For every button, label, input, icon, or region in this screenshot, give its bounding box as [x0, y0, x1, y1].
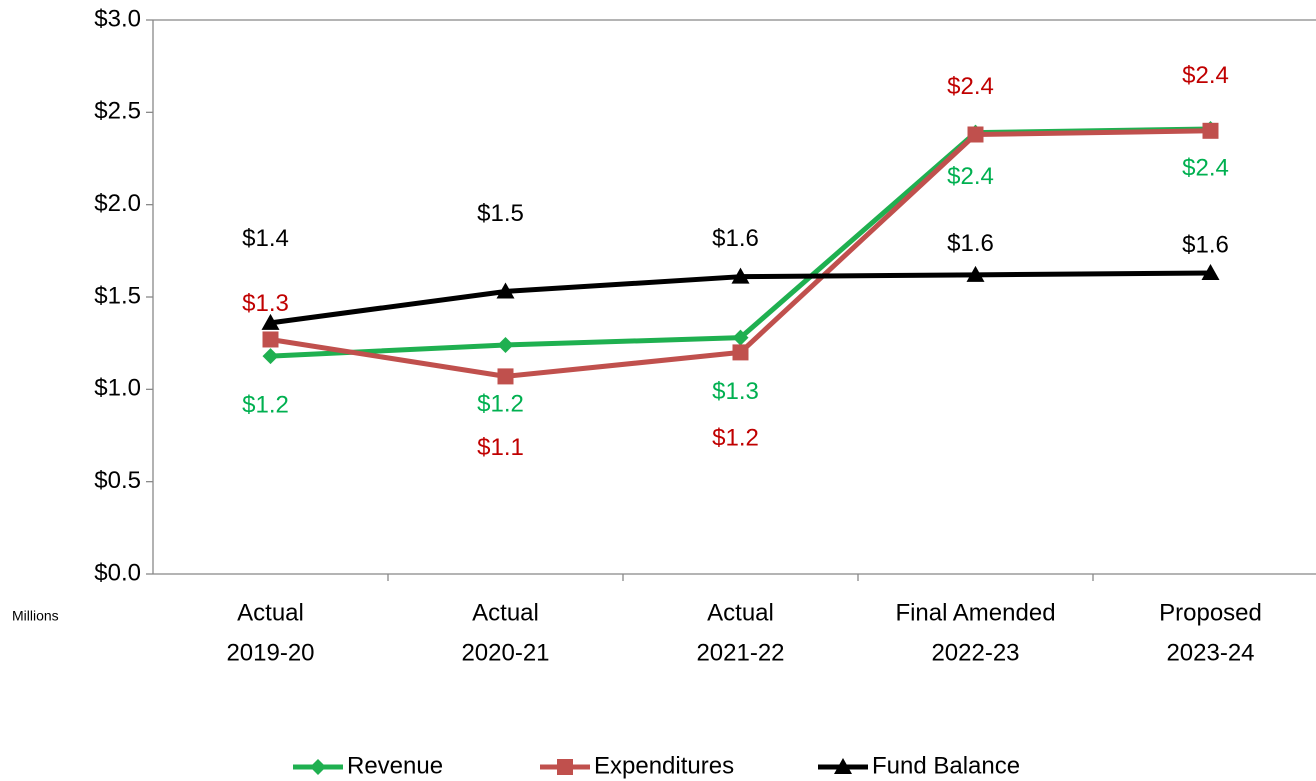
y-axis-unit: Millions — [12, 608, 59, 624]
data-point — [732, 329, 749, 346]
x-tick-label: Proposed — [1159, 599, 1262, 626]
legend-label: Revenue — [347, 752, 443, 779]
x-tick-label: 2019-20 — [226, 639, 314, 666]
x-tick-label: Final Amended — [895, 599, 1055, 626]
data-label: $1.6 — [947, 230, 994, 257]
data-point — [262, 348, 279, 365]
legend-marker — [834, 758, 852, 774]
y-tick-label: $3.0 — [94, 5, 141, 32]
legend-label: Fund Balance — [872, 752, 1020, 779]
y-tick-label: $0.5 — [94, 467, 141, 494]
y-tick-label: $1.5 — [94, 282, 141, 309]
y-tick-label: $2.5 — [94, 98, 141, 125]
data-label: $1.2 — [477, 390, 524, 417]
legend-label: Expenditures — [594, 752, 734, 779]
data-label: $1.2 — [242, 391, 289, 418]
data-label: $1.6 — [1182, 231, 1229, 258]
data-point — [967, 126, 984, 143]
legend-marker — [557, 759, 573, 775]
x-tick-label: Actual — [237, 599, 304, 626]
data-point — [1201, 263, 1220, 280]
data-point — [1202, 122, 1219, 139]
data-point — [966, 265, 985, 282]
legend-marker — [310, 759, 326, 775]
x-tick-label: 2023-24 — [1166, 639, 1254, 666]
y-tick-label: $2.0 — [94, 190, 141, 217]
x-tick-label: 2022-23 — [931, 639, 1019, 666]
data-label: $1.3 — [242, 290, 289, 317]
data-label: $2.4 — [1182, 154, 1229, 181]
data-point — [497, 368, 514, 385]
x-tick-label: 2021-22 — [696, 639, 784, 666]
data-point — [261, 313, 280, 330]
data-label: $1.2 — [712, 425, 759, 452]
data-label: $2.4 — [947, 163, 994, 190]
data-label: $1.4 — [242, 225, 289, 252]
y-tick-label: $1.0 — [94, 375, 141, 402]
data-label: $2.4 — [1182, 62, 1229, 89]
data-label: $1.6 — [712, 225, 759, 252]
data-point — [731, 267, 750, 284]
data-point — [496, 282, 515, 299]
data-point — [732, 344, 749, 361]
x-tick-label: Actual — [707, 599, 774, 626]
data-label: $1.3 — [712, 378, 759, 405]
x-tick-label: 2020-21 — [461, 639, 549, 666]
data-label: $1.1 — [477, 434, 524, 461]
y-tick-label: $0.0 — [94, 559, 141, 586]
data-point — [497, 337, 514, 354]
x-tick-label: Actual — [472, 599, 539, 626]
data-label: $1.5 — [477, 200, 524, 227]
data-point — [262, 331, 279, 348]
data-label: $2.4 — [947, 73, 994, 100]
